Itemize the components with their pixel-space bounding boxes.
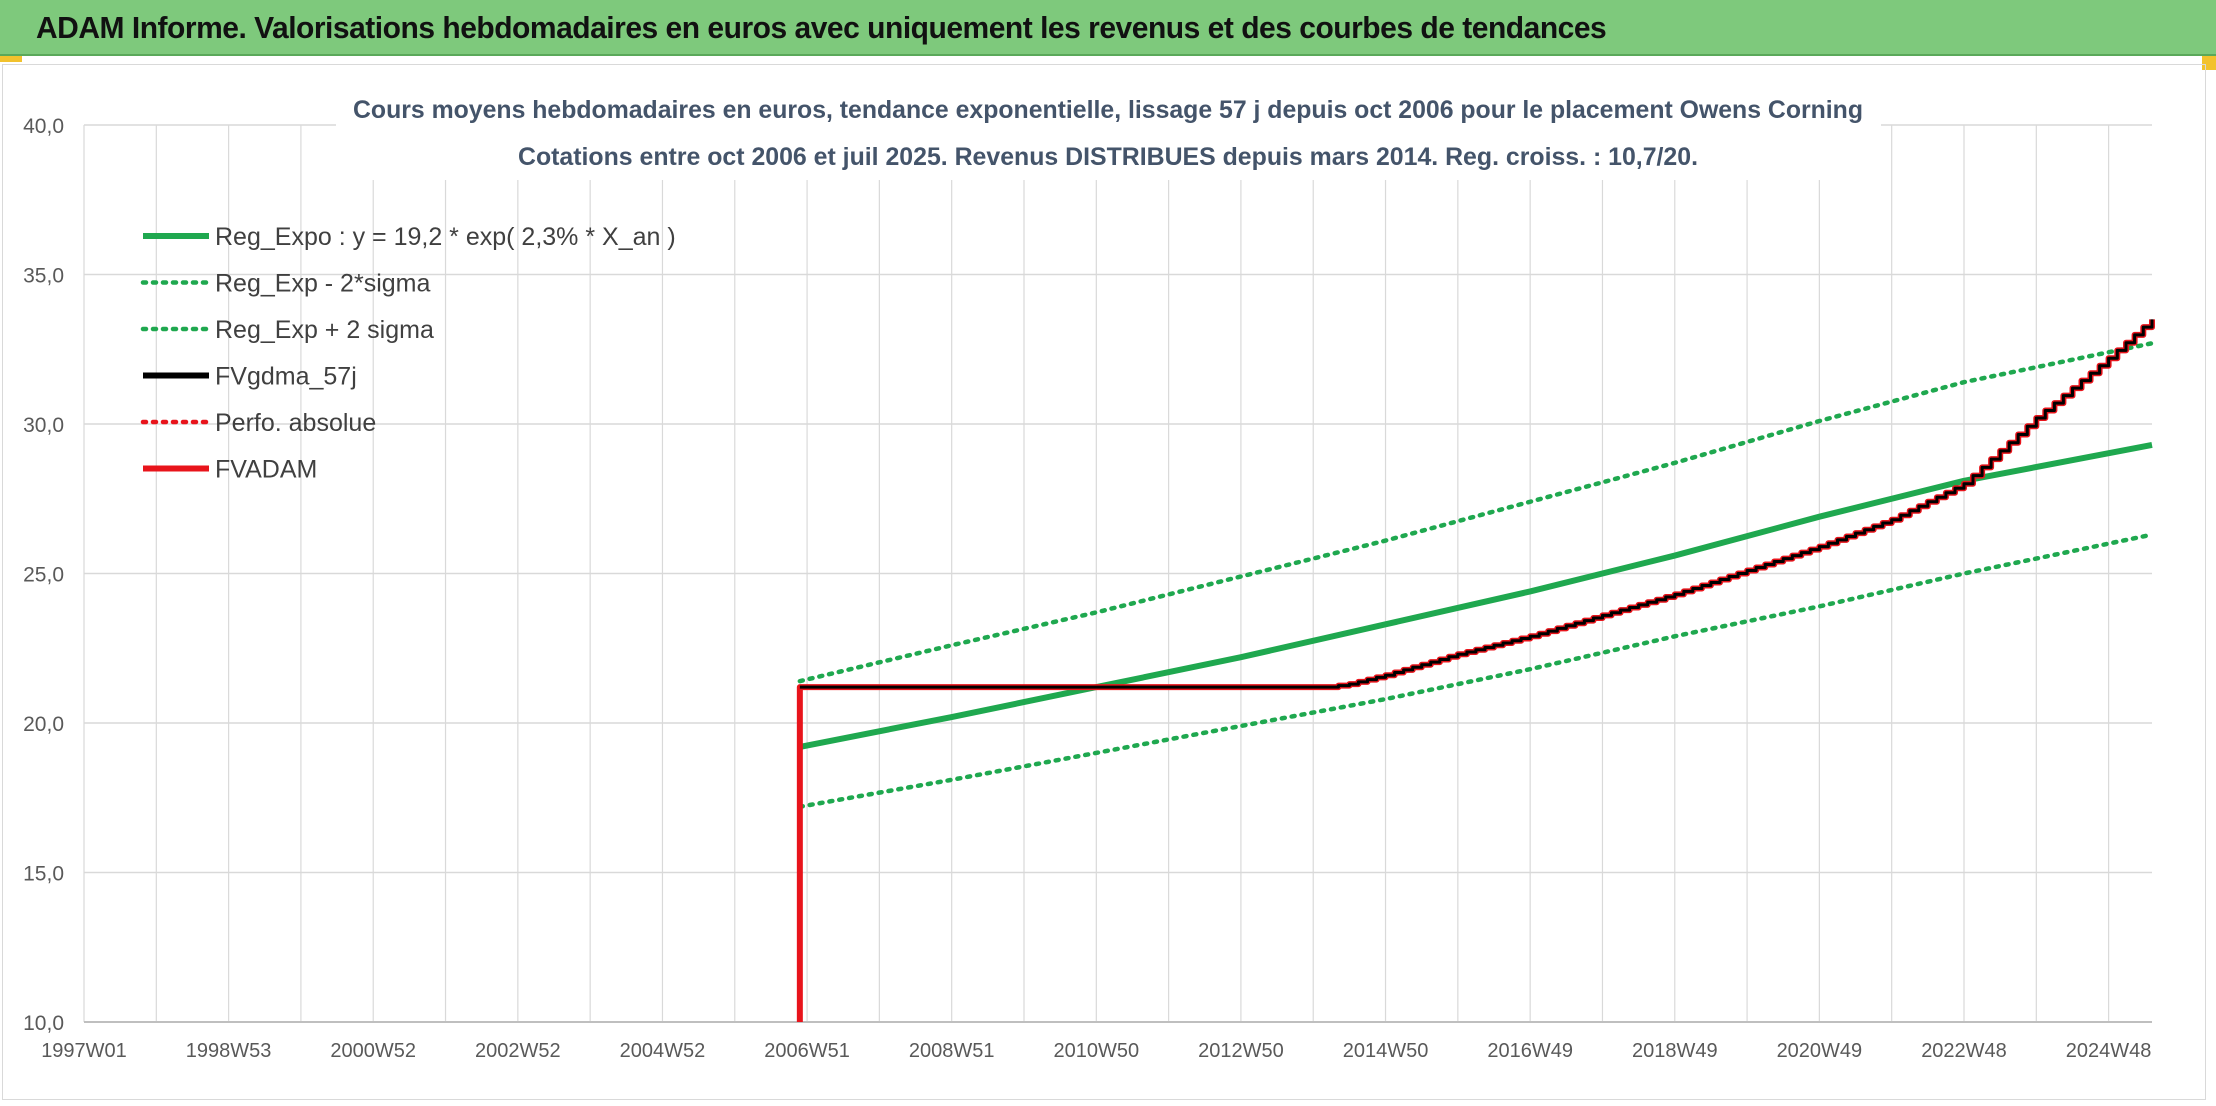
y-tick-label: 25,0 bbox=[23, 564, 64, 587]
chart-frame bbox=[2, 64, 2206, 1100]
y-tick-label: 35,0 bbox=[23, 265, 64, 288]
x-tick-label: 2022W48 bbox=[1921, 1040, 2007, 1062]
chart-subtitle: Cotations entre oct 2006 et juil 2025. R… bbox=[518, 143, 1698, 171]
corner-accent-left bbox=[0, 56, 22, 62]
series-line-1 bbox=[797, 532, 2155, 809]
y-tick-label: 20,0 bbox=[23, 713, 64, 736]
chart-grid bbox=[83, 124, 2152, 1023]
series-line-2 bbox=[797, 341, 2155, 684]
x-tick-label: 2008W51 bbox=[909, 1040, 995, 1062]
x-tick-label: 1998W53 bbox=[186, 1040, 272, 1062]
series-line-3 bbox=[799, 319, 2154, 689]
x-tick-label: 2010W50 bbox=[1053, 1040, 1139, 1062]
x-tick-label: 2004W52 bbox=[620, 1040, 706, 1062]
legend-label: Reg_Expo : y = 19,2 * exp( 2,3% * X_an ) bbox=[215, 223, 676, 251]
legend-label: FVgdma_57j bbox=[215, 363, 357, 391]
y-tick-label: 40,0 bbox=[23, 115, 64, 138]
report-title: ADAM Informe. Valorisations hebdomadaire… bbox=[36, 10, 1607, 45]
x-tick-label: 2020W49 bbox=[1777, 1040, 1863, 1062]
legend-label: Perfo. absolue bbox=[215, 409, 376, 437]
chart-tick-labels: 10,0 15,0 20,0 25,0 30,0 35,0 40,0 1997W01 1998W… bbox=[23, 115, 2151, 1062]
legend-label: Reg_Exp - 2*sigma bbox=[215, 270, 430, 298]
y-tick-label: 30,0 bbox=[23, 414, 64, 437]
y-tick-label: 10,0 bbox=[23, 1012, 64, 1035]
x-tick-label: 2012W50 bbox=[1198, 1040, 1284, 1062]
x-tick-label: 2000W52 bbox=[330, 1040, 416, 1062]
legend-label: FVADAM bbox=[215, 456, 317, 484]
series-line-5 bbox=[796, 319, 2155, 1022]
y-tick-label: 15,0 bbox=[23, 863, 64, 886]
report-banner: ADAM Informe. Valorisations hebdomadaire… bbox=[0, 0, 2216, 56]
x-tick-label: 1997W01 bbox=[41, 1040, 127, 1062]
chart-series bbox=[796, 319, 2155, 1022]
series-line-0 bbox=[799, 441, 2153, 750]
x-tick-label: 2014W50 bbox=[1343, 1040, 1429, 1062]
chart-title: Cours moyens hebdomadaires en euros, ten… bbox=[353, 96, 1863, 124]
x-tick-label: 2016W49 bbox=[1487, 1040, 1573, 1062]
title-background bbox=[336, 88, 1881, 180]
x-tick-label: 2006W51 bbox=[764, 1040, 850, 1062]
legend-label: Reg_Exp + 2 sigma bbox=[215, 316, 434, 344]
chart-legend: Reg_Expo : y = 19,2 * exp( 2,3% * X_an )… bbox=[140, 223, 676, 484]
x-tick-label: 2024W48 bbox=[2066, 1040, 2152, 1062]
x-tick-label: 2002W52 bbox=[475, 1040, 561, 1062]
x-tick-label: 2018W49 bbox=[1632, 1040, 1718, 1062]
